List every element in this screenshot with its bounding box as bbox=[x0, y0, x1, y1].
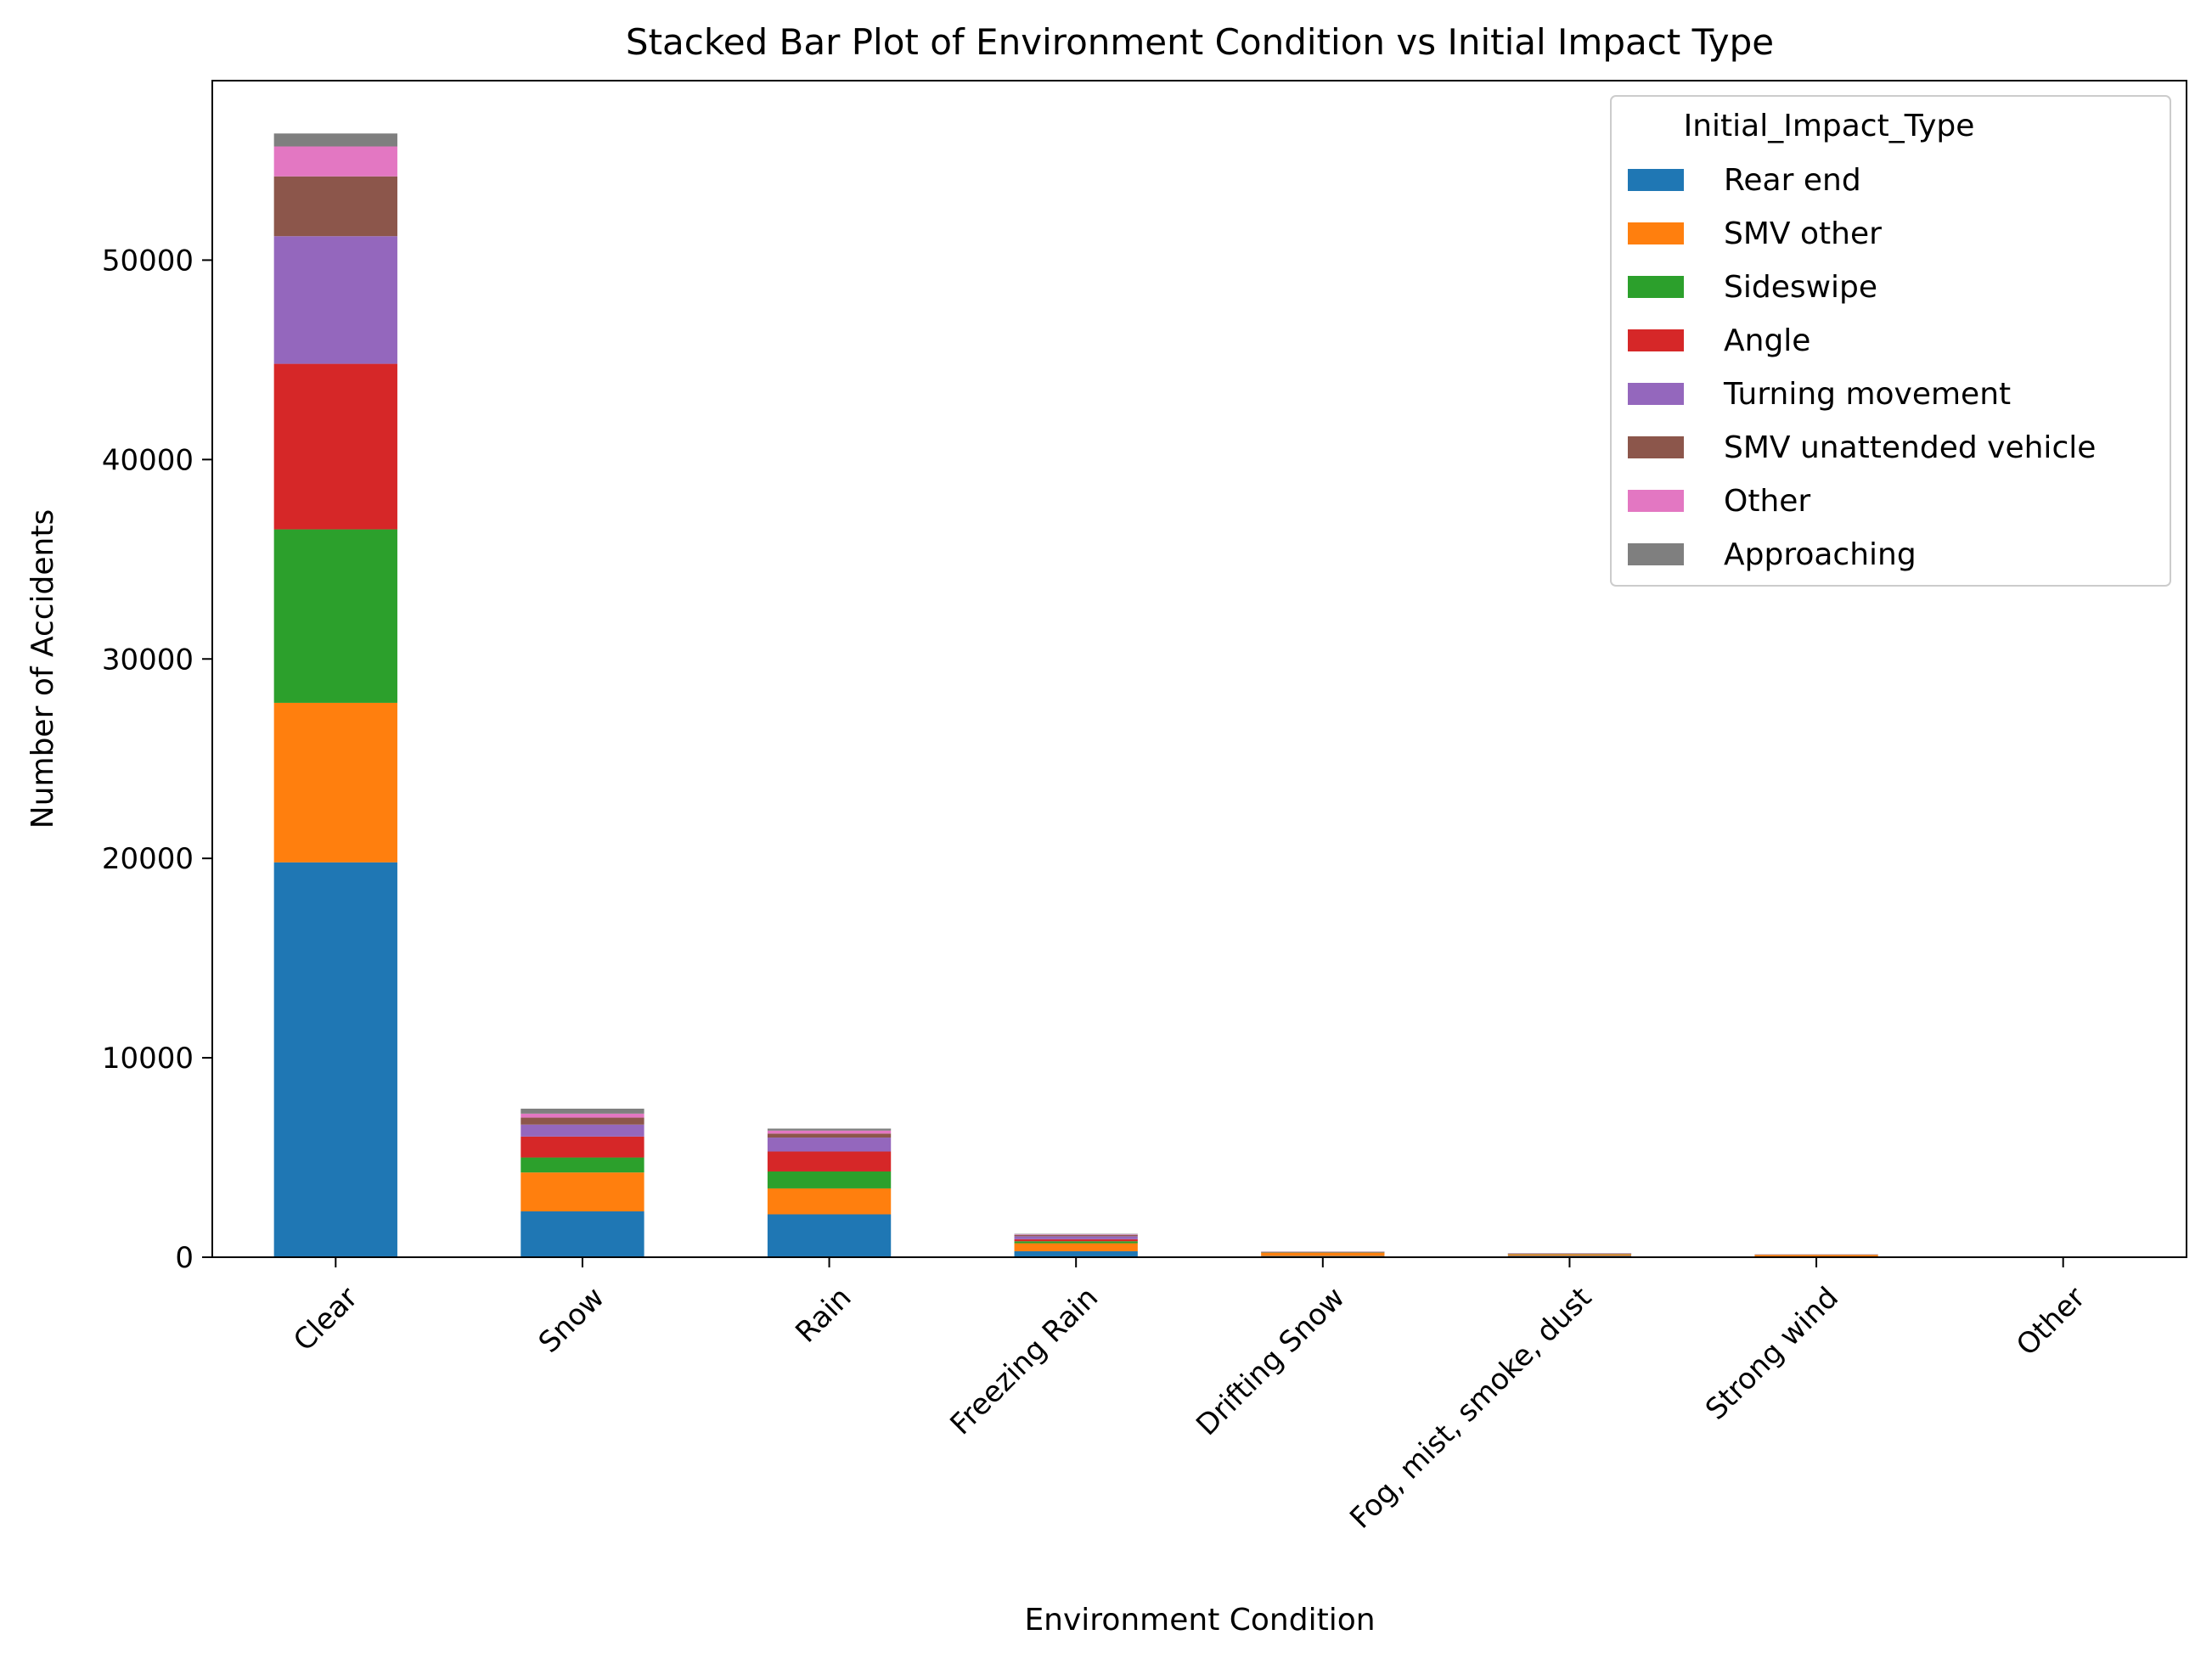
bar-segment bbox=[1014, 1236, 1138, 1239]
bar-segment bbox=[1014, 1234, 1138, 1237]
bar-segment bbox=[521, 1108, 644, 1114]
legend-swatch bbox=[1628, 490, 1684, 512]
legend-swatch bbox=[1628, 276, 1684, 298]
bar-segment bbox=[273, 702, 397, 862]
y-tick-label: 20000 bbox=[102, 842, 194, 876]
bar-segment bbox=[273, 363, 397, 530]
y-tick-label: 50000 bbox=[102, 244, 194, 278]
x-tick-label: Freezing Rain bbox=[944, 1281, 1106, 1442]
x-tick-label: Strong wind bbox=[1699, 1281, 1845, 1427]
bar-segment bbox=[1014, 1233, 1138, 1235]
legend-label: Other bbox=[1724, 484, 1810, 519]
y-axis: 0 10000 20000 30000 40000 50000 bbox=[102, 244, 212, 1275]
legend-label: Approaching bbox=[1724, 537, 1917, 572]
bar-segment bbox=[521, 1136, 644, 1158]
legend: Initial_Impact_Type Rear end SMV other Sid… bbox=[1610, 95, 2171, 587]
legend-items: Rear end SMV other Sideswipe Angle Turning m… bbox=[1628, 163, 2096, 572]
bar-segment bbox=[767, 1130, 892, 1134]
legend-swatch bbox=[1628, 383, 1684, 405]
bar-segment bbox=[767, 1214, 892, 1257]
bars-group bbox=[273, 133, 2125, 1257]
x-tick-label: Other bbox=[2010, 1281, 2092, 1363]
legend-label: Sideswipe bbox=[1724, 270, 1877, 305]
bar-segment bbox=[1014, 1241, 1138, 1244]
bar-segment bbox=[521, 1172, 644, 1211]
bar-segment bbox=[767, 1171, 892, 1188]
bar-segment bbox=[1014, 1250, 1138, 1257]
y-axis-label: Number of Accidents bbox=[25, 509, 60, 829]
legend-swatch bbox=[1628, 222, 1684, 244]
legend-box bbox=[1610, 95, 2171, 587]
bar-segment bbox=[767, 1138, 892, 1152]
bar-segment bbox=[1261, 1252, 1385, 1256]
plot-frame bbox=[211, 80, 2187, 1258]
bar-segment bbox=[273, 862, 397, 1257]
bar-segment bbox=[521, 1124, 644, 1137]
bar-segment bbox=[521, 1157, 644, 1173]
x-tick-label: Fog, mist, smoke, dust bbox=[1343, 1281, 1598, 1536]
bar-segment bbox=[1014, 1234, 1138, 1235]
legend-label: SMV unattended vehicle bbox=[1724, 430, 2096, 465]
x-tick-label: Drifting Snow bbox=[1190, 1281, 1352, 1443]
x-axis-label: Environment Condition bbox=[1024, 1603, 1375, 1638]
bar-segment bbox=[273, 529, 397, 703]
y-tick-label: 10000 bbox=[102, 1042, 194, 1076]
chart-title: Stacked Bar Plot of Environment Conditio… bbox=[626, 21, 1774, 63]
bar-segment bbox=[273, 176, 397, 237]
x-tick-label: Snow bbox=[532, 1281, 611, 1360]
bar-segment bbox=[521, 1211, 644, 1257]
legend-label: Angle bbox=[1724, 323, 1810, 358]
x-tick-label: Clear bbox=[287, 1281, 364, 1358]
bar-segment bbox=[1014, 1243, 1138, 1251]
y-tick-label: 30000 bbox=[102, 643, 194, 677]
legend-label: SMV other bbox=[1724, 216, 1882, 251]
y-tick-label: 0 bbox=[175, 1241, 194, 1275]
legend-swatch bbox=[1628, 436, 1684, 458]
bar-segment bbox=[521, 1113, 644, 1118]
y-tick-label: 40000 bbox=[102, 443, 194, 477]
legend-swatch bbox=[1628, 169, 1684, 191]
bar-segment bbox=[1754, 1255, 1878, 1257]
bar-segment bbox=[767, 1128, 892, 1131]
x-axis: Clear Snow Rain Freezing Rain Drifting SnowF… bbox=[287, 1257, 2092, 1536]
legend-swatch bbox=[1628, 543, 1684, 565]
bar-segment bbox=[273, 133, 397, 147]
bar-segment bbox=[273, 146, 397, 177]
legend-label: Turning movement bbox=[1723, 377, 2011, 412]
legend-title: Initial_Impact_Type bbox=[1684, 109, 1975, 143]
bar-segment bbox=[767, 1151, 892, 1171]
bar-segment bbox=[1507, 1254, 1632, 1256]
bar-segment bbox=[1014, 1239, 1138, 1242]
legend-label: Rear end bbox=[1724, 163, 1861, 198]
bar-segment bbox=[273, 236, 397, 364]
bar-segment bbox=[767, 1133, 892, 1138]
legend-swatch bbox=[1628, 329, 1684, 351]
bar-segment bbox=[521, 1117, 644, 1125]
bar-segment bbox=[767, 1188, 892, 1215]
x-tick-label: Rain bbox=[789, 1281, 858, 1350]
